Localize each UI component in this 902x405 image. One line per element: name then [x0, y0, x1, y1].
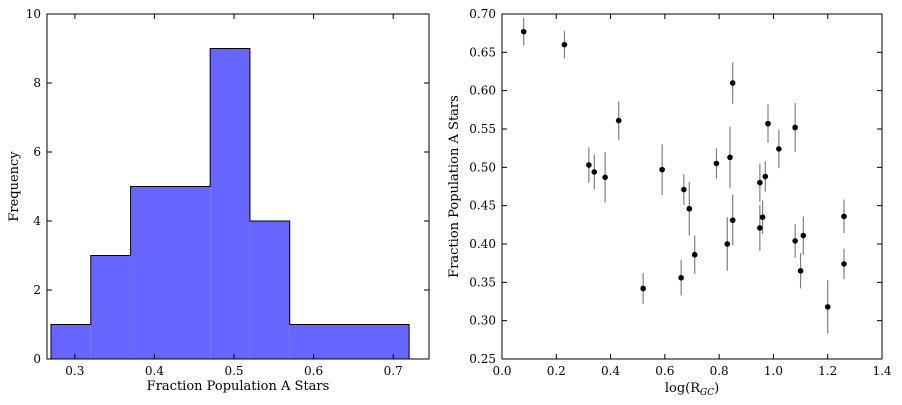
histogram-bar: [130, 186, 211, 359]
histogram-bar: [90, 255, 131, 359]
scatter-x-tick-label: 1.2: [818, 364, 837, 378]
scatter-y-tick-label: 0.40: [469, 237, 496, 251]
scatter-x-tick-label: 1.4: [872, 364, 891, 378]
histogram-y-tick-label: 2: [33, 283, 41, 297]
histogram-bar: [249, 221, 290, 359]
scatter-y-tick-label: 0.30: [469, 314, 496, 328]
scatter-point: [729, 217, 736, 224]
scatter-point: [729, 80, 736, 86]
histogram-y-tick-label: 0: [33, 352, 41, 366]
scatter-point: [792, 238, 798, 244]
scatter-point: [520, 28, 527, 35]
histogram-y-tick-label: 4: [33, 214, 41, 228]
scatter-point: [678, 274, 684, 281]
scatter-point: [841, 213, 847, 220]
scatter-y-tick-label: 0.45: [469, 199, 496, 213]
scatter-x-tick-label: 0.6: [655, 364, 674, 378]
histogram-bar: [289, 324, 410, 359]
scatter-point: [561, 41, 568, 48]
scatter-y-ticks: 0.25 0.30 0.35 0.40 0.45 0.50 0.55 0.60 0.65 0.70: [469, 7, 882, 366]
scatter-panel: 0.0 0.2 0.4 0.6 0.8 1.0 1.2 1.4 0.25 0.30 0.35 0.4…: [447, 7, 892, 398]
scatter-point: [691, 251, 698, 258]
scatter-point: [776, 146, 782, 152]
scatter-point: [765, 120, 771, 127]
histogram-x-tick-label: 0.7: [384, 364, 403, 378]
scatter-point: [757, 179, 763, 186]
scatter-x-axis-label-close: ): [714, 381, 719, 396]
histogram-bar: [210, 48, 250, 359]
scatter-x-ticks: 0.0 0.2 0.4 0.6 0.8 1.0 1.2 1.4: [492, 14, 892, 378]
scatter-y-tick-label: 0.60: [469, 84, 496, 98]
scatter-x-tick-label: 1.0: [764, 364, 783, 378]
scatter-point: [759, 214, 766, 220]
histogram-plot-frame: [46, 13, 430, 360]
scatter-point: [640, 285, 646, 292]
histogram-panel: 0.3 0.4 0.5 0.6 0.7 0 2 4 6 8 10 Fraction Populat…: [7, 7, 430, 394]
histogram-y-tick-label: 6: [33, 145, 41, 159]
histogram-outline: [50, 48, 410, 359]
scatter-x-axis-label-main: log(R: [665, 381, 701, 396]
scatter-y-tick-label: 0.70: [469, 7, 496, 21]
scatter-points: [520, 28, 847, 310]
scatter-point: [792, 124, 798, 131]
scatter-point: [800, 232, 807, 239]
scatter-x-tick-label: 0.4: [601, 364, 620, 378]
scatter-point: [615, 117, 622, 124]
scatter-y-axis-label: Fraction Population A Stars: [447, 95, 462, 278]
scatter-point: [586, 162, 592, 168]
scatter-plot-frame: [501, 13, 883, 360]
histogram-x-ticks: 0.3 0.4 0.5 0.6 0.7: [65, 14, 403, 378]
scatter-point: [591, 169, 598, 175]
histogram-bars: [50, 48, 410, 359]
scatter-point: [686, 205, 693, 212]
scatter-x-axis-label: log(RGC): [665, 381, 719, 398]
scatter-point: [713, 160, 720, 167]
histogram-y-ticks: 0 2 4 6 8 10: [26, 7, 429, 366]
scatter-point: [602, 174, 608, 181]
scatter-point: [797, 268, 804, 274]
histogram-x-tick-label: 0.3: [65, 364, 84, 378]
scatter-point: [659, 166, 665, 173]
histogram-x-tick-label: 0.4: [145, 364, 164, 378]
histogram-y-tick-label: 10: [26, 7, 41, 21]
scatter-y-tick-label: 0.35: [469, 275, 496, 289]
scatter-point: [824, 304, 831, 310]
scatter-point: [841, 261, 847, 267]
histogram-x-tick-label: 0.5: [224, 364, 243, 378]
scatter-y-tick-label: 0.65: [469, 45, 496, 59]
scatter-point: [762, 173, 769, 180]
scatter-y-tick-label: 0.55: [469, 122, 496, 136]
histogram-y-tick-label: 8: [33, 76, 41, 90]
scatter-x-tick-label: 0.0: [492, 364, 511, 378]
scatter-x-tick-label: 0.2: [547, 364, 566, 378]
scatter-x-tick-label: 0.8: [710, 364, 729, 378]
scatter-point: [727, 154, 733, 161]
scatter-x-axis-label-subscript: GC: [700, 388, 714, 398]
scatter-point: [757, 225, 763, 231]
scatter-y-tick-label: 0.50: [469, 160, 496, 174]
scatter-y-tick-label: 0.25: [469, 352, 496, 366]
histogram-x-axis-label: Fraction Population A Stars: [147, 379, 330, 394]
scatter-point: [681, 186, 687, 193]
histogram-bar: [50, 324, 91, 359]
histogram-y-axis-label: Frequency: [7, 151, 22, 222]
scatter-point: [724, 241, 731, 247]
histogram-x-tick-label: 0.6: [304, 364, 323, 378]
scatter-error-bars: [523, 17, 845, 334]
